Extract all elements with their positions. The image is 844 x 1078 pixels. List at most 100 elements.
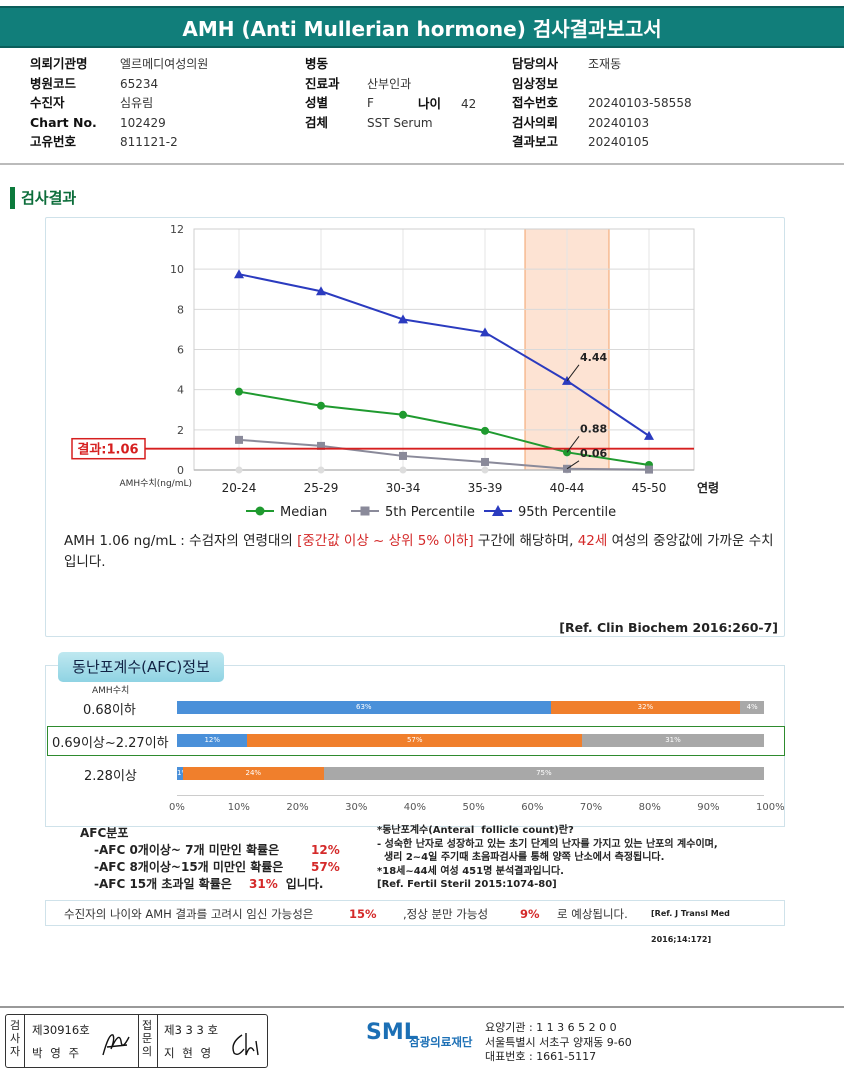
data-point bbox=[317, 401, 325, 410]
org-name: 삼광의료재단 bbox=[409, 1035, 473, 1049]
info-row: 진료과 산부인과 bbox=[305, 74, 505, 94]
info-value: 811121-2 bbox=[120, 135, 178, 149]
afc-note-line: [Ref. Fertil Steril 2015:1074-80] bbox=[377, 879, 557, 890]
highlight-row bbox=[47, 726, 785, 756]
info-row: 검사의뢰 20240103 bbox=[512, 113, 812, 133]
info-label: 성별 bbox=[305, 95, 329, 110]
annotation-leader bbox=[566, 460, 580, 470]
y-tick-label: 6 bbox=[177, 344, 184, 357]
info-row: 의뢰기관명 엘르메디여성의원 bbox=[30, 54, 280, 74]
afc-axis bbox=[177, 795, 764, 796]
afc-row-label: 0.68이하 bbox=[83, 703, 136, 718]
result-label: 결과:1.06 bbox=[77, 442, 138, 458]
data-point bbox=[480, 327, 490, 337]
report-title: AMH (Anti Mullerian hormone) 검사결과보고서 bbox=[0, 6, 844, 48]
info-row: 병동 bbox=[305, 54, 505, 74]
afc-summary-value: 31% bbox=[249, 877, 278, 891]
desc-part2: 구간에 해당하며, bbox=[473, 533, 578, 549]
x-tick-dot bbox=[399, 466, 407, 474]
afc-bar: 12% 57% 31% bbox=[177, 734, 764, 747]
stamp-role-text: 접문의 bbox=[141, 1019, 153, 1058]
info-label: 검사의뢰 bbox=[512, 114, 559, 130]
y-tick-label: 0 bbox=[177, 464, 184, 477]
data-point bbox=[481, 457, 489, 466]
stamp-name-1: 박 영 주 bbox=[32, 1046, 82, 1060]
legend-label: 95th Percentile bbox=[518, 505, 616, 520]
info-value: SST Serum bbox=[367, 115, 433, 130]
afc-row-label: 0.69이상~2.27이하 bbox=[52, 736, 169, 751]
info-row: Chart No. 102429 bbox=[30, 113, 280, 133]
series-line-95th-percentile bbox=[238, 273, 650, 437]
y-tick-label: 12 bbox=[170, 223, 184, 236]
info-label: 고유번호 bbox=[30, 134, 77, 149]
reference-1: [Ref. Clin Biochem 2016:260-7] bbox=[559, 620, 778, 635]
probability-box: 수진자의 나이와 AMH 결과를 고려시 임신 가능성은 15% ,정상 분만 … bbox=[45, 900, 785, 944]
info-value: 조재동 bbox=[588, 57, 622, 71]
annotation-leader bbox=[566, 436, 580, 453]
y-tick-label: 8 bbox=[177, 303, 184, 316]
afc-summary-row: -AFC 8개이상~15개 미만인 확률은 57% bbox=[94, 859, 340, 876]
afc-note-line: *18세~44세 여성 451명 분석결과입니다. bbox=[377, 865, 564, 877]
afc-tab: 동난포계수(AFC)정보 bbox=[58, 652, 224, 682]
info-label: 임상정보 bbox=[512, 75, 559, 91]
legend-label: 5th Percentile bbox=[385, 505, 475, 520]
afc-axis-tick: 100% bbox=[756, 802, 785, 813]
afc-summary-value: 57% bbox=[311, 860, 340, 874]
afc-axis-tick: 10% bbox=[227, 802, 250, 813]
afc-bar: 63% 32% 4% bbox=[177, 701, 764, 714]
afc-axis-tick: 70% bbox=[579, 802, 603, 813]
afc-summary-value: 12% bbox=[311, 843, 340, 857]
data-point bbox=[398, 314, 408, 324]
info-row: 검체 SST Serum bbox=[305, 113, 505, 133]
afc-bar-segment: 1% bbox=[177, 767, 183, 780]
stamp-role-2: 접문의 bbox=[140, 1019, 154, 1058]
info-label: 결과보고 bbox=[512, 134, 559, 149]
annotation-leader bbox=[566, 364, 580, 382]
info-value: 엘르메디여성의원 bbox=[120, 57, 209, 71]
y-tick-label: 2 bbox=[177, 424, 184, 437]
afc-summary-text: -AFC 8개이상~15개 미만인 확률은 bbox=[94, 860, 284, 874]
info-label: 병원코드 bbox=[30, 75, 77, 91]
age-field: 나이 42 bbox=[418, 93, 476, 112]
age-value: 42 bbox=[461, 97, 477, 111]
info-row: 수진자 심유림 bbox=[30, 93, 280, 113]
prob-text-2: ,정상 분만 가능성 bbox=[403, 907, 489, 921]
info-value: 20240105 bbox=[588, 135, 650, 149]
org-code: 요양기관 : 1 1 3 6 5 2 0 0 bbox=[485, 1021, 617, 1034]
afc-axis-tick: 60% bbox=[521, 802, 544, 813]
org-phone: 대표번호 : 1661-5117 bbox=[485, 1050, 597, 1063]
info-label: Chart No. bbox=[30, 114, 97, 130]
prob-value-1: 15% bbox=[349, 907, 377, 921]
afc-bar-segment: 12% bbox=[177, 734, 248, 747]
afc-note-line: - 성숙한 난자로 성장하고 있는 초기 단계의 난자를 가지고 있는 난포의 … bbox=[377, 838, 718, 850]
afc-note-line: 생리 2~4일 주기때 초음파검사를 통해 양쪽 난소에서 측정됩니다. bbox=[377, 852, 665, 863]
afc-axis-tick: 80% bbox=[638, 802, 661, 813]
patient-info: 의뢰기관명 엘르메디여성의원 병원코드 65234 수진자 심유림 Chart No. 102… bbox=[30, 54, 820, 154]
data-point bbox=[234, 269, 244, 279]
section-title: 검사결과 bbox=[10, 187, 76, 209]
legend-marker bbox=[360, 506, 370, 516]
data-point bbox=[316, 286, 326, 296]
info-label: 의뢰기관명 bbox=[30, 56, 88, 71]
afc-axis-tick: 50% bbox=[462, 802, 485, 813]
afc-axis-tick: 30% bbox=[345, 802, 368, 813]
info-col-2: 병동 진료과 산부인과 성별 F 검체 SST Serum bbox=[305, 54, 505, 132]
data-point bbox=[399, 451, 407, 460]
afc-summary-text: -AFC 0개이상~ 7개 미만인 확률은 bbox=[94, 843, 280, 857]
y-tick-label: 4 bbox=[177, 384, 184, 397]
data-point bbox=[644, 430, 654, 440]
afc-bar-segment: 24% bbox=[182, 767, 324, 780]
data-point bbox=[235, 435, 243, 444]
info-label: 담당의사 bbox=[512, 56, 559, 71]
afc-axis-tick: 0% bbox=[169, 802, 185, 813]
series-line-median bbox=[238, 390, 650, 466]
x-tick-label: 45-50 bbox=[632, 481, 667, 495]
x-tick-label: 20-24 bbox=[222, 481, 257, 495]
afc-axis-tick: 20% bbox=[286, 802, 309, 813]
signature-1 bbox=[102, 1034, 130, 1056]
prob-text-3: 로 예상됩니다. bbox=[557, 907, 628, 921]
info-value: 20240103 bbox=[588, 115, 650, 130]
x-tick-dot bbox=[317, 466, 325, 474]
info-row: 담당의사 조재동 bbox=[512, 54, 812, 74]
afc-summary-text: -AFC 15개 초과일 확률은 bbox=[94, 877, 232, 891]
